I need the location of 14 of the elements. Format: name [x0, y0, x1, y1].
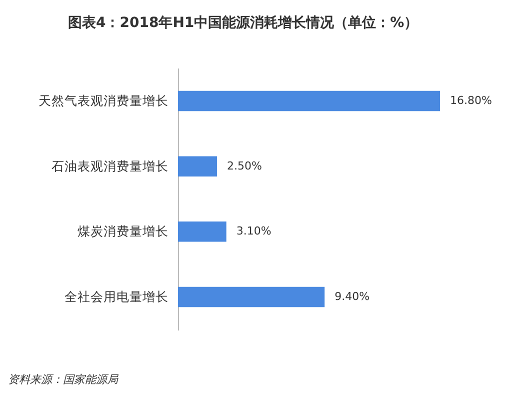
chart-title: 图表4：2018年H1中国能源消耗增长情况（单位：%） — [68, 15, 418, 31]
data-label: 9.40% — [334, 290, 370, 304]
y-tick-label: 天然气表观消费量增长 — [38, 92, 168, 108]
y-tick-label: 石油表观消费量增长 — [52, 158, 168, 174]
y-tick-label: 全社会用电量增长 — [64, 289, 168, 304]
data-label: 2.50% — [226, 159, 262, 172]
y-tick-label: 煤炭消费量增长 — [78, 224, 168, 239]
bar — [178, 90, 440, 112]
text: 资料来源：国家能源局 — [8, 372, 118, 387]
bar — [178, 286, 325, 308]
bar — [178, 156, 217, 176]
bar — [178, 222, 226, 242]
data-label: 3.10% — [236, 224, 272, 238]
data-label: 16.80% — [450, 94, 492, 107]
